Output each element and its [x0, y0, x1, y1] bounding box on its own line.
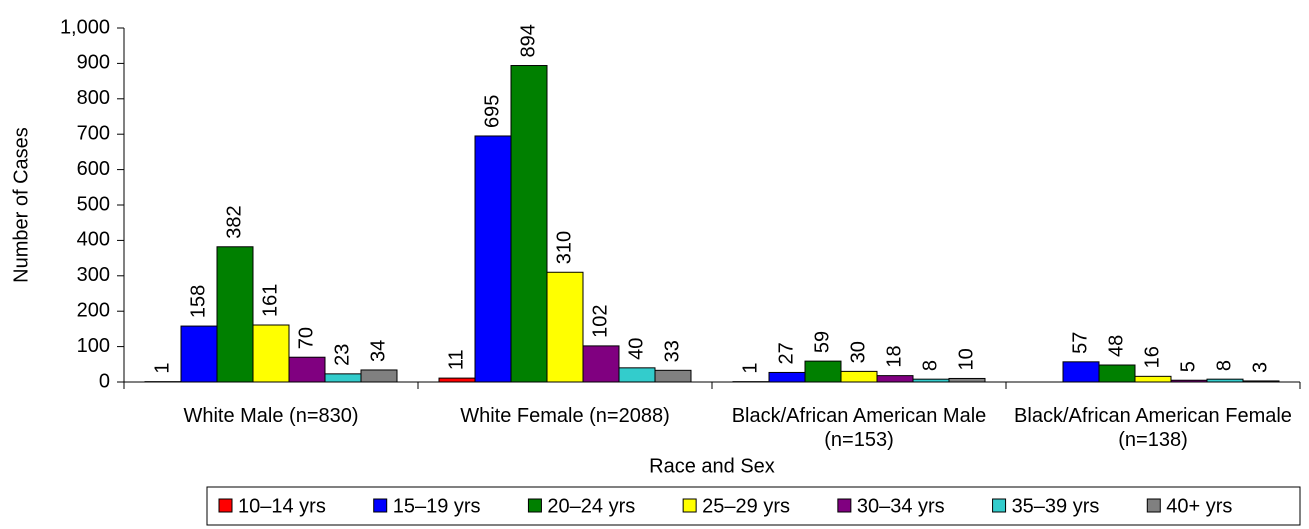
- value-label: 382: [223, 205, 245, 238]
- x-tick-label: White Female (n=2088): [460, 405, 670, 427]
- value-label: 8: [1213, 360, 1235, 371]
- legend-label: 10–14 yrs: [238, 495, 326, 517]
- y-tick-label: 500: [77, 193, 110, 215]
- value-label: 161: [259, 284, 281, 317]
- value-label: 3: [1249, 362, 1271, 373]
- bar: [618, 367, 656, 383]
- x-tick-label: Black/African American Female (n=138): [1014, 405, 1292, 451]
- bar: [582, 345, 620, 383]
- value-label: 11: [445, 349, 467, 370]
- value-label: 16: [1141, 346, 1163, 368]
- legend-label: 15–19 yrs: [393, 495, 481, 517]
- value-label: 695: [481, 95, 503, 128]
- legend-label: 35–39 yrs: [1012, 495, 1100, 517]
- legend-swatch: [682, 498, 697, 513]
- legend-label: 40+ yrs: [1166, 495, 1232, 517]
- value-label: 57: [1069, 332, 1091, 354]
- value-label: 1: [739, 363, 761, 374]
- y-axis-title: Number of Cases: [10, 127, 32, 283]
- value-label: 18: [883, 345, 905, 367]
- x-tick-label: White Male (n=830): [183, 405, 359, 427]
- value-label: 70: [295, 327, 317, 349]
- bar: [324, 373, 362, 383]
- bar: [1098, 364, 1136, 383]
- legend-swatch: [218, 498, 233, 513]
- bar: [288, 356, 326, 383]
- value-label: 40: [625, 338, 647, 360]
- value-label: 27: [775, 342, 797, 364]
- legend-label: 30–34 yrs: [857, 495, 945, 517]
- bar: [546, 271, 584, 383]
- value-label: 33: [661, 340, 683, 362]
- value-label: 34: [367, 340, 389, 362]
- value-label: 30: [847, 341, 869, 363]
- value-label: 310: [553, 231, 575, 264]
- value-label: 48: [1105, 335, 1127, 357]
- legend-label: 25–29 yrs: [702, 495, 790, 517]
- bar: [948, 377, 986, 383]
- value-label: 5: [1177, 361, 1199, 372]
- value-label: 59: [811, 331, 833, 353]
- y-tick-label: 0: [99, 370, 110, 392]
- y-tick-label: 100: [77, 335, 110, 357]
- y-tick-label: 300: [77, 264, 110, 286]
- value-label: 102: [589, 305, 611, 338]
- bar: [768, 371, 806, 383]
- legend-label: 20–24 yrs: [547, 495, 635, 517]
- value-label: 158: [187, 285, 209, 318]
- legend-swatch: [373, 498, 388, 513]
- value-label: 894: [517, 24, 539, 57]
- bar: [474, 135, 512, 383]
- y-tick-label: 1,000: [60, 16, 110, 38]
- y-tick-label: 700: [77, 122, 110, 144]
- bar: [876, 375, 914, 383]
- bar: [1134, 375, 1172, 383]
- bar: [840, 370, 878, 383]
- legend-swatch: [992, 498, 1007, 513]
- y-tick-label: 900: [77, 52, 110, 74]
- value-label: 23: [331, 344, 353, 366]
- bar: [180, 325, 218, 383]
- bar: [510, 65, 548, 383]
- bar: [804, 360, 842, 383]
- y-tick-label: 400: [77, 229, 110, 251]
- legend-box: [206, 486, 1301, 526]
- legend-swatch: [837, 498, 852, 513]
- y-tick-label: 800: [77, 87, 110, 109]
- bar: [654, 369, 692, 383]
- value-label: 10: [955, 348, 977, 370]
- x-axis-title: Race and Sex: [649, 455, 775, 477]
- legend-swatch: [527, 498, 542, 513]
- bar: [438, 377, 476, 383]
- value-label: 1: [151, 363, 173, 374]
- bar: [252, 324, 290, 383]
- bar: [216, 246, 254, 383]
- bar: [1062, 361, 1100, 383]
- value-label: 8: [919, 360, 941, 371]
- bar: [360, 369, 398, 383]
- y-tick-label: 200: [77, 299, 110, 321]
- y-tick-label: 600: [77, 158, 110, 180]
- legend-swatch: [1146, 498, 1161, 513]
- x-tick-label: Black/African American Male (n=153): [731, 405, 987, 451]
